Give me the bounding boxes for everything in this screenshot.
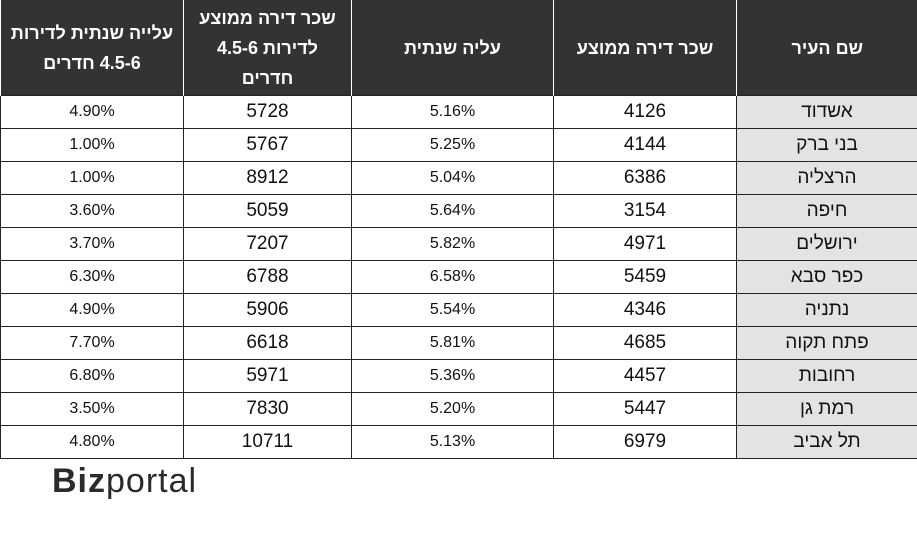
- value-cell: 7.70%: [0, 326, 184, 360]
- value-cell: 5.82%: [351, 227, 554, 261]
- value-cell: 3154: [553, 194, 737, 228]
- value-cell: 6.30%: [0, 260, 184, 294]
- table-row: הרצליה 6386 5.04% 8912 1.00%: [0, 161, 917, 195]
- value-cell: 5.04%: [351, 161, 554, 195]
- value-cell: 4457: [553, 359, 737, 393]
- table-row: חיפה 3154 5.64% 5059 3.60%: [0, 194, 917, 228]
- table-body: אשדוד 4126 5.16% 5728 4.90% בני ברק 4144 5.25% 5…: [0, 95, 917, 459]
- value-cell: 4.90%: [0, 293, 184, 327]
- value-cell: 4971: [553, 227, 737, 261]
- value-cell: 5.20%: [351, 392, 554, 426]
- header-cell: עליה שנתית: [351, 0, 554, 96]
- city-cell: הרצליה: [736, 161, 917, 195]
- value-cell: 6618: [183, 326, 352, 360]
- value-cell: 8912: [183, 161, 352, 195]
- table-row: נתניה 4346 5.54% 5906 4.90%: [0, 293, 917, 327]
- city-cell: ירושלים: [736, 227, 917, 261]
- table-row: בני ברק 4144 5.25% 5767 1.00%: [0, 128, 917, 162]
- city-cell: חיפה: [736, 194, 917, 228]
- value-cell: 10711: [183, 425, 352, 459]
- value-cell: 6386: [553, 161, 737, 195]
- value-cell: 5728: [183, 95, 352, 129]
- table-row: אשדוד 4126 5.16% 5728 4.90%: [0, 95, 917, 129]
- table-row: רמת גן 5447 5.20% 7830 3.50%: [0, 392, 917, 426]
- table-row: פתח תקוה 4685 5.81% 6618 7.70%: [0, 326, 917, 360]
- logo: Bizportal: [52, 462, 197, 501]
- value-cell: 6.80%: [0, 359, 184, 393]
- value-cell: 6.58%: [351, 260, 554, 294]
- city-cell: נתניה: [736, 293, 917, 327]
- value-cell: 4.90%: [0, 95, 184, 129]
- value-cell: 4144: [553, 128, 737, 162]
- value-cell: 5906: [183, 293, 352, 327]
- value-cell: 5447: [553, 392, 737, 426]
- value-cell: 7207: [183, 227, 352, 261]
- rent-table: שם העיר שכר דירה ממוצע עליה שנתית שכר די…: [0, 0, 917, 459]
- header-cell: שכר דירה ממוצע: [553, 0, 737, 96]
- value-cell: 5.25%: [351, 128, 554, 162]
- table-row: כפר סבא 5459 6.58% 6788 6.30%: [0, 260, 917, 294]
- header-row: שם העיר שכר דירה ממוצע עליה שנתית שכר די…: [0, 0, 917, 96]
- table-row: תל אביב 6979 5.13% 10711 4.80%: [0, 425, 917, 459]
- city-cell: כפר סבא: [736, 260, 917, 294]
- table-row: רחובות 4457 5.36% 5971 6.80%: [0, 359, 917, 393]
- header-cell: שם העיר: [736, 0, 917, 96]
- value-cell: 3.50%: [0, 392, 184, 426]
- value-cell: 5459: [553, 260, 737, 294]
- value-cell: 7830: [183, 392, 352, 426]
- city-cell: תל אביב: [736, 425, 917, 459]
- value-cell: 4346: [553, 293, 737, 327]
- value-cell: 6979: [553, 425, 737, 459]
- city-cell: רחובות: [736, 359, 917, 393]
- logo-bold: Biz: [52, 462, 106, 500]
- table-header: שם העיר שכר דירה ממוצע עליה שנתית שכר די…: [0, 0, 917, 96]
- value-cell: 1.00%: [0, 128, 184, 162]
- value-cell: 3.70%: [0, 227, 184, 261]
- value-cell: 5.64%: [351, 194, 554, 228]
- value-cell: 3.60%: [0, 194, 184, 228]
- value-cell: 5059: [183, 194, 352, 228]
- value-cell: 5767: [183, 128, 352, 162]
- value-cell: 6788: [183, 260, 352, 294]
- value-cell: 5.81%: [351, 326, 554, 360]
- header-cell: עלייה שנתית לדירות 4.5-6 חדרים: [0, 0, 184, 96]
- city-cell: בני ברק: [736, 128, 917, 162]
- value-cell: 4126: [553, 95, 737, 129]
- value-cell: 1.00%: [0, 161, 184, 195]
- city-cell: רמת גן: [736, 392, 917, 426]
- city-cell: אשדוד: [736, 95, 917, 129]
- value-cell: 5.13%: [351, 425, 554, 459]
- value-cell: 5.16%: [351, 95, 554, 129]
- value-cell: 5971: [183, 359, 352, 393]
- value-cell: 4.80%: [0, 425, 184, 459]
- value-cell: 4685: [553, 326, 737, 360]
- table-row: ירושלים 4971 5.82% 7207 3.70%: [0, 227, 917, 261]
- logo-light: portal: [106, 462, 198, 500]
- value-cell: 5.54%: [351, 293, 554, 327]
- value-cell: 5.36%: [351, 359, 554, 393]
- header-cell: שכר דירה ממוצע לדירות 4.5-6 חדרים: [183, 0, 352, 96]
- city-cell: פתח תקוה: [736, 326, 917, 360]
